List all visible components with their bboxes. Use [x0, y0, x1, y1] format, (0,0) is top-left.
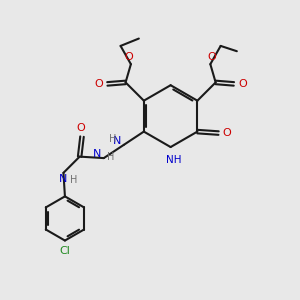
Text: O: O: [94, 79, 103, 89]
Text: H: H: [107, 152, 114, 162]
Text: H: H: [70, 175, 77, 185]
Text: O: O: [125, 52, 134, 61]
Text: N: N: [93, 149, 101, 159]
Text: O: O: [77, 123, 85, 133]
Text: O: O: [238, 79, 247, 89]
Text: NH: NH: [167, 155, 182, 165]
Text: Cl: Cl: [59, 246, 70, 256]
Text: O: O: [223, 128, 232, 138]
Text: N: N: [59, 174, 68, 184]
Text: H: H: [109, 134, 116, 144]
Text: N: N: [113, 136, 122, 146]
Text: O: O: [208, 52, 217, 61]
